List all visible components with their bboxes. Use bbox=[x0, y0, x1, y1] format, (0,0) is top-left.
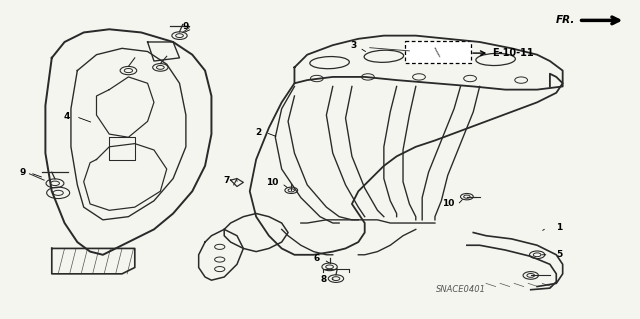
Text: E-10-11: E-10-11 bbox=[492, 48, 534, 58]
FancyBboxPatch shape bbox=[405, 41, 471, 63]
Text: FR.: FR. bbox=[556, 15, 575, 26]
Text: SNACE0401: SNACE0401 bbox=[435, 285, 486, 294]
Text: 4: 4 bbox=[63, 112, 70, 121]
Text: 5: 5 bbox=[556, 250, 563, 259]
Text: 1: 1 bbox=[556, 223, 563, 232]
Text: /: / bbox=[432, 46, 444, 58]
Text: 3: 3 bbox=[351, 41, 357, 50]
Text: 10: 10 bbox=[266, 178, 278, 187]
Text: 9: 9 bbox=[20, 168, 26, 177]
Text: 7: 7 bbox=[223, 176, 229, 185]
Text: 6: 6 bbox=[314, 254, 320, 263]
Text: 10: 10 bbox=[442, 199, 454, 208]
Text: 9: 9 bbox=[182, 22, 189, 31]
Text: 8: 8 bbox=[320, 275, 326, 284]
Text: 2: 2 bbox=[255, 128, 261, 137]
